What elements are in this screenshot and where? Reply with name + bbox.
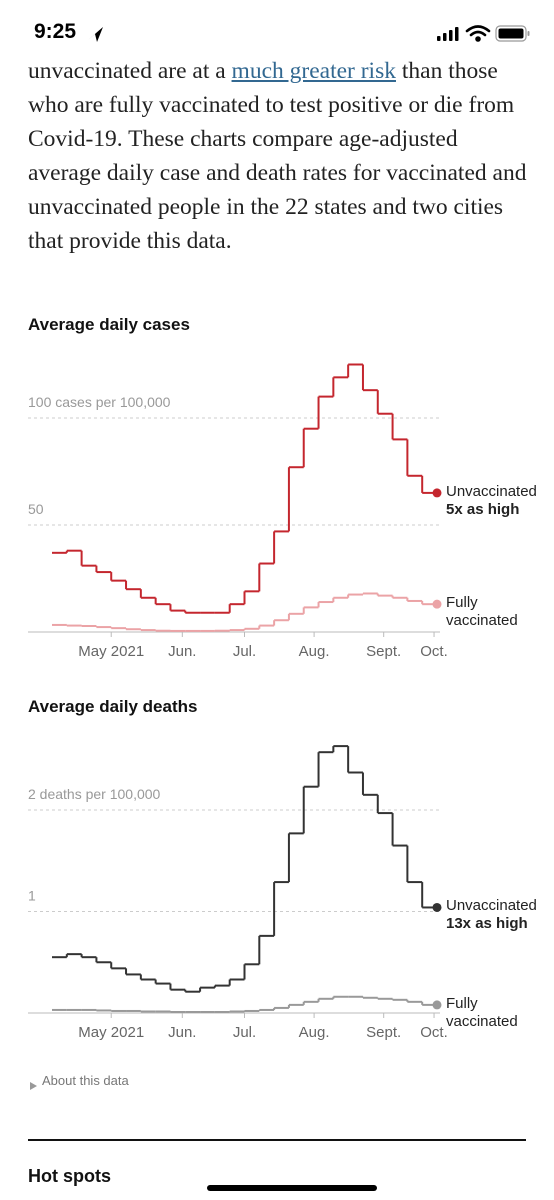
status-time: 9:25 <box>34 20 77 43</box>
legend-label: Unvaccinated <box>446 897 537 915</box>
legend-label: Fully vaccinated <box>446 994 518 1030</box>
text: than those who are fully vaccinated to t… <box>28 58 527 254</box>
series-label: Unvaccinated 13x as high <box>446 897 551 933</box>
y-tick-label: 1 <box>28 888 36 904</box>
y-tick-label: 2 deaths per 100,000 <box>28 786 161 802</box>
x-tick-label: Sept. <box>366 1024 401 1041</box>
disclosure-triangle[interactable] <box>30 1082 37 1090</box>
wifi-icon <box>465 25 491 42</box>
y-tick-label: 50 <box>28 501 44 517</box>
signal-icon <box>437 27 459 41</box>
legend-label: Unvaccinated <box>446 482 537 500</box>
annotation: 5x as high <box>446 500 520 518</box>
home-indicator <box>207 1185 377 1191</box>
end-dot <box>432 1000 442 1010</box>
text: unvaccinated are at a <box>28 58 232 84</box>
end-dot <box>432 902 442 912</box>
x-tick-label: Aug. <box>299 1024 330 1041</box>
x-tick-label: Jul. <box>233 1024 256 1041</box>
chart-title: Average daily deaths <box>28 697 198 716</box>
series-label: Unvaccinated 5x as high <box>446 483 551 519</box>
link[interactable]: much greater risk <box>231 58 396 84</box>
series-label: Fully vaccinated <box>446 594 534 630</box>
x-tick-label: Jun. <box>168 643 196 660</box>
x-tick-label: Aug. <box>299 643 330 660</box>
x-tick-label: May 2021 <box>78 643 144 660</box>
about-data-toggle[interactable]: About this data <box>42 1073 129 1088</box>
x-tick-label: Oct. <box>420 1024 448 1041</box>
article-paragraph: unvaccinated are at a much greater risk … <box>28 54 533 258</box>
x-tick-label: Sept. <box>366 643 401 660</box>
chart-title: Average daily cases <box>28 315 190 334</box>
x-tick-label: Oct. <box>420 643 448 660</box>
x-tick-label: Jun. <box>168 1024 196 1041</box>
legend-label: Fully vaccinated <box>446 594 518 630</box>
battery-icon <box>495 25 530 42</box>
series-label: Fully vaccinated <box>446 995 534 1031</box>
end-dot <box>432 599 442 609</box>
annotation: 13x as high <box>446 915 528 933</box>
end-dot <box>432 488 442 498</box>
location-icon <box>88 27 103 42</box>
x-tick-label: Jul. <box>233 643 256 660</box>
y-tick-label: 100 cases per 100,000 <box>28 394 171 410</box>
section-heading: Hot spots <box>28 1166 111 1186</box>
x-tick-label: May 2021 <box>78 1024 144 1041</box>
